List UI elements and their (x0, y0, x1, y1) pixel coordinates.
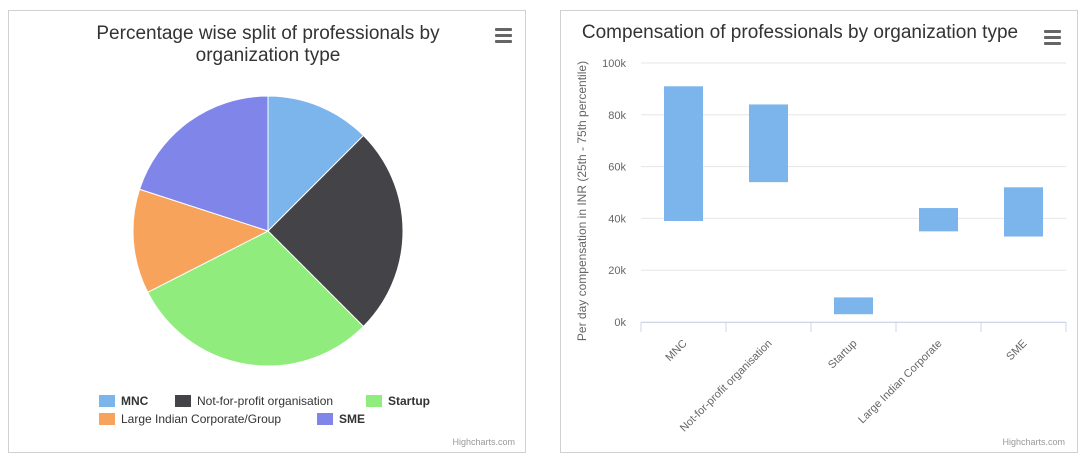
x-label-0: MNC (663, 338, 689, 364)
y-tick-3: 60k (608, 162, 626, 174)
y-tick-labels: 0k 20k 40k 60k 80k 100k (602, 58, 626, 329)
legend-item-2[interactable]: Startup (366, 394, 430, 408)
legend-label-0: MNC (121, 394, 149, 408)
x-axis (640, 322, 1067, 332)
legend-swatch-2 (366, 395, 382, 407)
y-tick-0: 0k (614, 317, 626, 329)
range-menu-icon[interactable] (1044, 30, 1061, 45)
range-chart-panel: Compensation of professionals by organiz… (560, 10, 1078, 453)
range-bars (664, 86, 1043, 315)
y-tick-5: 100k (602, 58, 626, 70)
legend-label-3: Large Indian Corporate/Group (121, 412, 281, 426)
pie-slice-3[interactable] (132, 188, 270, 293)
pie-slices (132, 95, 404, 367)
pie-legend: MNC Not-for-profit organisation Startup Lar… (99, 394, 430, 426)
y-tick-2: 40k (608, 213, 626, 225)
pie-chart: Percentage wise split of professionals b… (96, 23, 515, 447)
x-label-3: Large Indian Corporate (856, 338, 944, 426)
pie-title-line2: organization type (196, 45, 341, 66)
pie-slice-0[interactable] (267, 95, 365, 233)
legend-swatch-4 (317, 413, 333, 425)
range-bar-3[interactable] (919, 208, 958, 232)
legend-swatch-0 (99, 395, 115, 407)
legend-item-1[interactable]: Not-for-profit organisation (175, 394, 333, 408)
legend-swatch-1 (175, 395, 191, 407)
range-bar-0[interactable] (664, 86, 703, 221)
pie-chart-panel: Percentage wise split of professionals b… (8, 10, 526, 453)
legend-label-2: Startup (388, 394, 430, 408)
legend-label-4: SME (339, 412, 365, 426)
range-bar-4[interactable] (1004, 187, 1043, 237)
range-bar-2[interactable] (834, 297, 873, 315)
legend-item-4[interactable]: SME (317, 412, 365, 426)
range-chart: Compensation of professionals by organiz… (575, 22, 1067, 447)
range-credit[interactable]: Highcharts.com (1002, 437, 1065, 447)
legend-item-0[interactable]: MNC (99, 394, 149, 408)
pie-slice-4[interactable] (138, 95, 269, 232)
grid-lines (641, 62, 1066, 323)
pie-menu-icon[interactable] (495, 28, 512, 43)
y-tick-1: 20k (608, 265, 626, 277)
legend-swatch-3 (99, 413, 115, 425)
legend-label-1: Not-for-profit organisation (197, 394, 333, 408)
y-axis-title: Per day compensation in INR (25th - 75th… (575, 61, 589, 341)
legend-item-3[interactable]: Large Indian Corporate/Group (99, 412, 281, 426)
x-label-2: Startup (826, 338, 860, 372)
pie-title-line1: Percentage wise split of professionals b… (96, 23, 440, 44)
x-label-1: Not-for-profit organisation (678, 338, 775, 435)
range-title: Compensation of professionals by organiz… (582, 22, 1018, 43)
x-label-4: SME (1004, 338, 1029, 363)
pie-slice-2[interactable] (147, 230, 365, 367)
range-bar-1[interactable] (749, 104, 788, 183)
pie-slice-1[interactable] (267, 134, 404, 328)
y-tick-4: 80k (608, 110, 626, 122)
pie-credit[interactable]: Highcharts.com (452, 437, 515, 447)
